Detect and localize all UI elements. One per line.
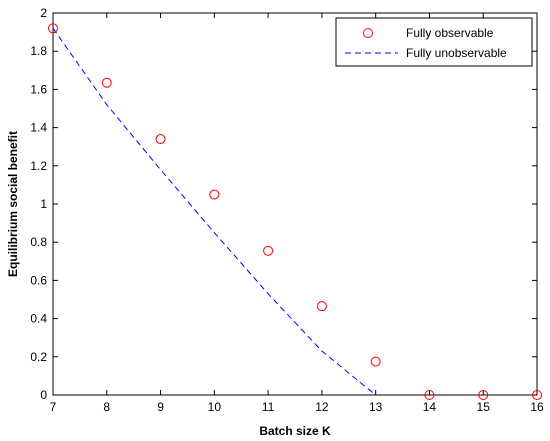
axis-ticks: 7 8 9 10 11 12 13 14 15 16 0 0.2 0.4 0.6 0.8 1 1.2 1.4 1.6…: [30, 6, 544, 414]
data-point-fully-observable: [48, 23, 58, 34]
legend-label-fully-unobservable: Fully unobservable: [406, 46, 507, 60]
x-tick-label: 9: [157, 400, 164, 414]
legend-label-fully-observable: Fully observable: [406, 26, 494, 40]
y-tick-label: 0: [40, 388, 47, 402]
x-tick-label: 10: [208, 400, 222, 414]
y-tick-label: 1.2: [30, 159, 47, 173]
legend: Fully observable Fully unobservable: [335, 17, 533, 67]
series-line-fully-unobservable: [52, 27, 376, 396]
data-point-fully-observable: [101, 77, 112, 88]
data-point-fully-observable: [155, 134, 166, 145]
x-axis-label: Batch size K: [259, 424, 331, 438]
data-point-fully-observable: [370, 356, 381, 367]
y-tick-label: 2: [40, 6, 47, 20]
y-axis-label: Equilibrium social benefit: [6, 131, 20, 277]
y-tick-label: 1.6: [30, 82, 47, 96]
x-tick-label: 8: [103, 400, 110, 414]
y-tick-label: 1: [40, 197, 47, 211]
data-point-fully-observable: [478, 390, 489, 400]
x-tick-label: 14: [423, 400, 437, 414]
y-tick-label: 0.6: [30, 273, 47, 287]
x-tick-label: 16: [530, 400, 544, 414]
data-point-fully-observable: [209, 189, 220, 200]
y-tick-label: 0.4: [30, 312, 47, 326]
y-tick-label: 1.4: [30, 121, 47, 135]
y-tick-label: 0.8: [30, 235, 47, 249]
y-tick-label: 1.8: [30, 44, 47, 58]
data-point-fully-observable: [424, 390, 435, 400]
x-tick-label: 12: [315, 400, 329, 414]
legend-marker-fully-observable: [363, 28, 373, 38]
legend-box: [335, 17, 533, 67]
data-point-fully-observable: [316, 301, 327, 312]
data-point-fully-observable: [532, 390, 542, 400]
x-tick-label: 13: [369, 400, 383, 414]
plot-area: [52, 12, 538, 396]
y-tick-label: 0.2: [30, 350, 47, 364]
x-tick-label: 7: [50, 400, 57, 414]
x-tick-label: 11: [262, 400, 275, 414]
series-fully-observable: [48, 23, 542, 400]
series-fully-unobservable: [52, 27, 376, 396]
x-tick-label: 15: [477, 400, 491, 414]
data-point-fully-observable: [263, 245, 274, 256]
